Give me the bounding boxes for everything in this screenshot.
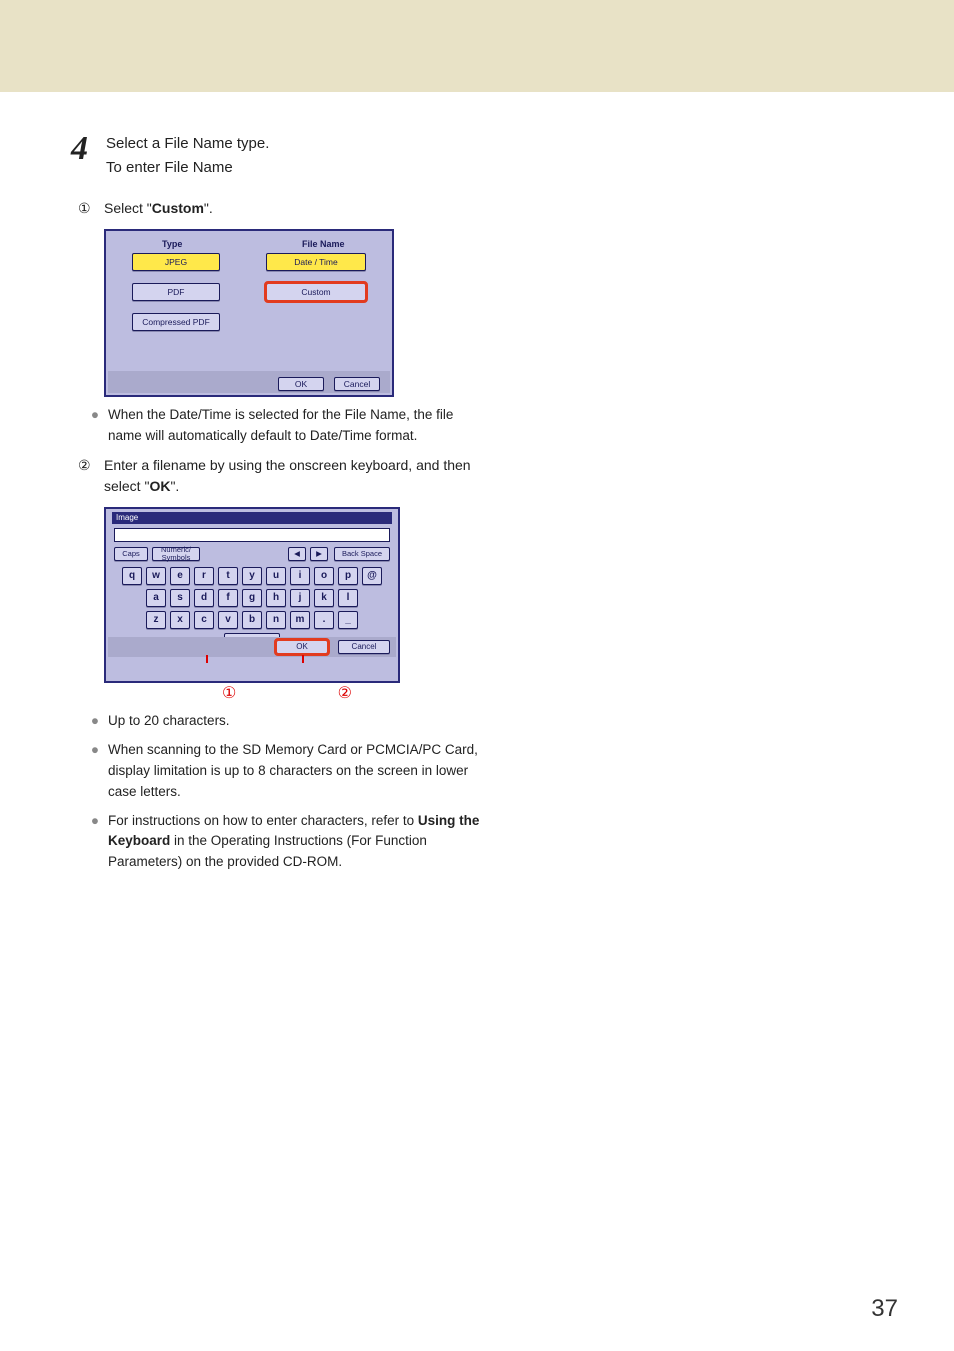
key-t[interactable]: t	[218, 567, 238, 585]
arrow-right-button[interactable]: ▶	[310, 547, 328, 561]
key-s[interactable]: s	[170, 589, 190, 607]
arrow-left-button[interactable]: ◀	[288, 547, 306, 561]
caps-button[interactable]: Caps	[114, 547, 148, 561]
bullet-icon: ●	[90, 405, 100, 447]
jpeg-button[interactable]: JPEG	[132, 253, 220, 271]
date-time-button[interactable]: Date / Time	[266, 253, 366, 271]
key-h[interactable]: h	[266, 589, 286, 607]
pdf-button[interactable]: PDF	[132, 283, 220, 301]
key-p[interactable]: p	[338, 567, 358, 585]
step-number: 4	[60, 132, 88, 180]
key-e[interactable]: e	[170, 567, 190, 585]
key-@[interactable]: @	[362, 567, 382, 585]
bullet-1: When the Date/Time is selected for the F…	[108, 405, 490, 447]
page-number: 37	[871, 1295, 898, 1323]
filename-input[interactable]	[114, 528, 390, 542]
callout-1: ①	[222, 683, 236, 703]
key-x[interactable]: x	[170, 611, 190, 629]
key-r[interactable]: r	[194, 567, 214, 585]
step-line2: To enter File Name	[106, 156, 490, 180]
panel1-ok-button[interactable]: OK	[278, 377, 324, 391]
key-k[interactable]: k	[314, 589, 334, 607]
key-j[interactable]: j	[290, 589, 310, 607]
key-_[interactable]: _	[338, 611, 358, 629]
key-y[interactable]: y	[242, 567, 262, 585]
substep-2-text: Enter a filename by using the onscreen k…	[104, 455, 490, 497]
page-content: 4 Select a File Name type. To enter File…	[0, 92, 954, 1351]
key-b[interactable]: b	[242, 611, 262, 629]
key-z[interactable]: z	[146, 611, 166, 629]
bullet-icon: ●	[90, 711, 100, 732]
bullet-4: For instructions on how to enter charact…	[108, 811, 490, 874]
file-name-type-panel: Type File Name JPEG PDF Compressed PDF D…	[104, 229, 394, 397]
callout-2: ②	[338, 683, 352, 703]
backspace-button[interactable]: Back Space	[334, 547, 390, 561]
callout-tick-2	[302, 655, 304, 663]
label-filename: File Name	[302, 239, 345, 249]
custom-button[interactable]: Custom	[266, 283, 366, 301]
keyboard-cancel-button[interactable]: Cancel	[338, 640, 390, 654]
key-l[interactable]: l	[338, 589, 358, 607]
key-a[interactable]: a	[146, 589, 166, 607]
keyboard-title: Image	[112, 512, 392, 524]
key-u[interactable]: u	[266, 567, 286, 585]
key-v[interactable]: v	[218, 611, 238, 629]
key-c[interactable]: c	[194, 611, 214, 629]
key-f[interactable]: f	[218, 589, 238, 607]
key-w[interactable]: w	[146, 567, 166, 585]
key-.[interactable]: .	[314, 611, 334, 629]
key-n[interactable]: n	[266, 611, 286, 629]
substep-1-text: Select "Custom".	[104, 198, 490, 219]
substep-2-marker: ②	[78, 455, 96, 497]
bullet-icon: ●	[90, 811, 100, 874]
bullet-2: Up to 20 characters.	[108, 711, 490, 732]
step-line1: Select a File Name type.	[106, 132, 490, 156]
panel1-cancel-button[interactable]: Cancel	[334, 377, 380, 391]
key-g[interactable]: g	[242, 589, 262, 607]
bullet-icon: ●	[90, 740, 100, 803]
label-type: Type	[162, 239, 182, 249]
onscreen-keyboard-panel: Image Caps Numeric/Symbols ◀ ▶ Back Spac…	[104, 507, 400, 683]
key-o[interactable]: o	[314, 567, 334, 585]
numeric-symbols-button[interactable]: Numeric/Symbols	[152, 547, 200, 561]
substep-1-marker: ①	[78, 198, 96, 219]
bullet-3: When scanning to the SD Memory Card or P…	[108, 740, 490, 803]
key-m[interactable]: m	[290, 611, 310, 629]
compressed-pdf-button[interactable]: Compressed PDF	[132, 313, 220, 331]
keyboard-ok-button[interactable]: OK	[276, 640, 328, 654]
key-q[interactable]: q	[122, 567, 142, 585]
key-d[interactable]: d	[194, 589, 214, 607]
key-i[interactable]: i	[290, 567, 310, 585]
callout-tick-1	[206, 655, 208, 663]
